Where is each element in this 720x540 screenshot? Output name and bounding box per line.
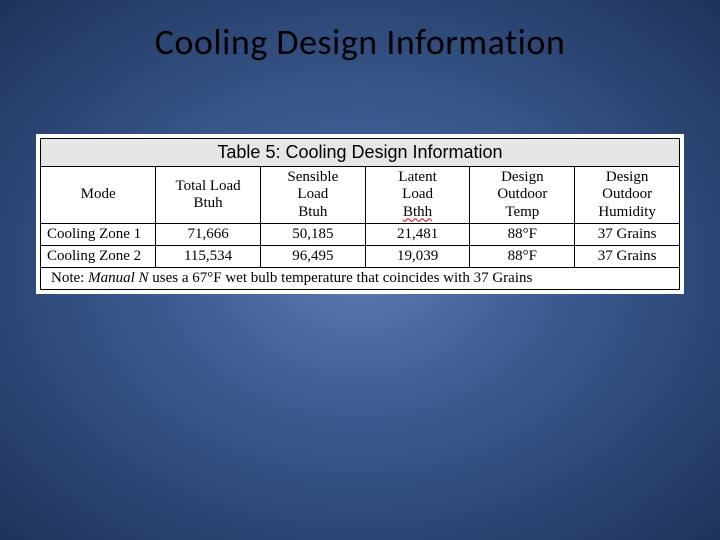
cell-mode: Cooling Zone 1 bbox=[41, 223, 156, 245]
cell-mode: Cooling Zone 2 bbox=[41, 245, 156, 267]
col-latent-load: LatentLoadBthh bbox=[365, 167, 470, 224]
col-total-load: Total LoadBtuh bbox=[156, 167, 261, 224]
cell-design-temp: 88°F bbox=[470, 223, 575, 245]
col-sensible-load: SensibleLoadBtuh bbox=[260, 167, 365, 224]
cell-design-humidity: 37 Grains bbox=[575, 245, 680, 267]
slide: Cooling Design Information Table 5: Cool… bbox=[0, 0, 720, 540]
table-row: Cooling Zone 1 71,666 50,185 21,481 88°F… bbox=[41, 223, 680, 245]
table-row: Cooling Zone 2 115,534 96,495 19,039 88°… bbox=[41, 245, 680, 267]
table-note-row: Note: Manual N uses a 67°F wet bulb temp… bbox=[41, 267, 680, 289]
table-note: Note: Manual N uses a 67°F wet bulb temp… bbox=[41, 267, 680, 289]
cooling-design-table: Table 5: Cooling Design Information Mode… bbox=[40, 138, 680, 290]
table-container: Table 5: Cooling Design Information Mode… bbox=[36, 134, 684, 294]
cell-sensible-load: 50,185 bbox=[260, 223, 365, 245]
cell-total-load: 115,534 bbox=[156, 245, 261, 267]
col-mode: Mode bbox=[41, 167, 156, 224]
cell-design-humidity: 37 Grains bbox=[575, 223, 680, 245]
cell-total-load: 71,666 bbox=[156, 223, 261, 245]
col-design-humidity: DesignOutdoorHumidity bbox=[575, 167, 680, 224]
cell-sensible-load: 96,495 bbox=[260, 245, 365, 267]
cell-design-temp: 88°F bbox=[470, 245, 575, 267]
cell-latent-load: 19,039 bbox=[365, 245, 470, 267]
col-design-temp: DesignOutdoorTemp bbox=[470, 167, 575, 224]
table-header-row: Mode Total LoadBtuh SensibleLoadBtuh Lat… bbox=[41, 167, 680, 224]
cell-latent-load: 21,481 bbox=[365, 223, 470, 245]
slide-title: Cooling Design Information bbox=[0, 0, 720, 64]
table-caption: Table 5: Cooling Design Information bbox=[40, 138, 680, 166]
